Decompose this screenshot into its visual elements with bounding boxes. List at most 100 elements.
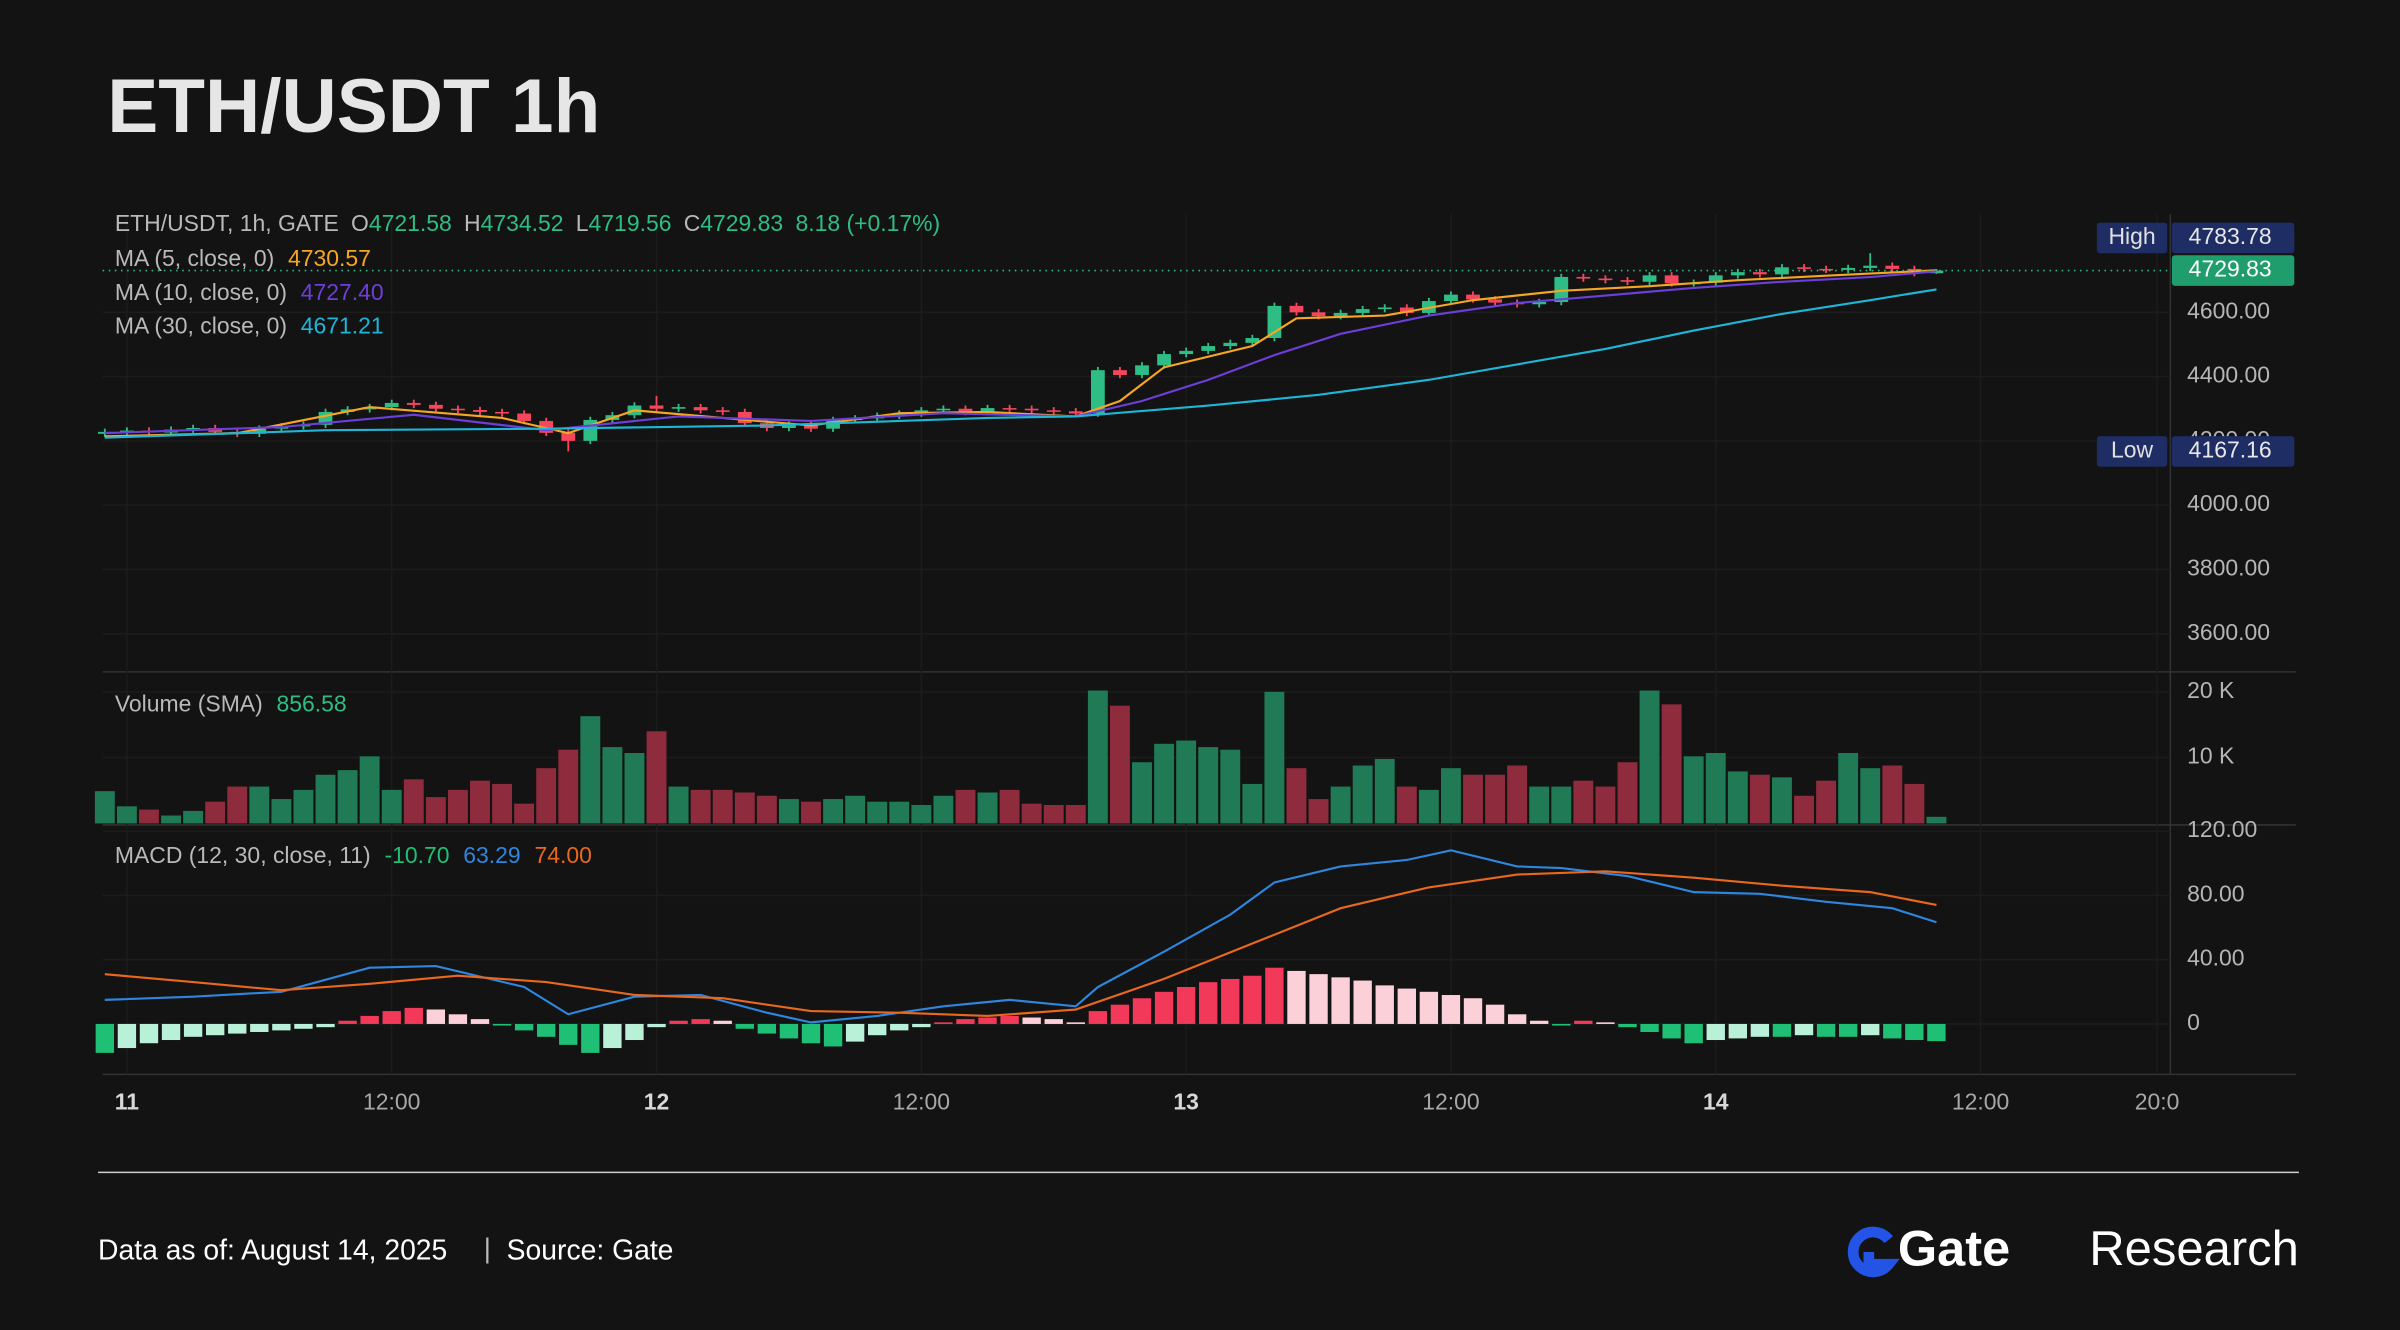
macd-bar [514, 1023, 534, 1031]
macd-bar [426, 1009, 446, 1024]
volume-bar [1617, 762, 1638, 824]
macd-bar [250, 1023, 269, 1032]
y-tick-label: 0 [2187, 1009, 2200, 1035]
legend-ma-value: 4671.21 [301, 313, 384, 339]
legend-ma-name: MA (5, close, 0) [115, 245, 274, 271]
ma-line [104, 269, 1937, 438]
legend-macd-value: 74.00 [534, 842, 591, 868]
candle-body [1068, 411, 1083, 414]
candle-body [186, 428, 200, 430]
macd-bar [338, 1020, 357, 1024]
legend-ohlc-letter: C [684, 210, 701, 236]
macd-bar [625, 1023, 644, 1041]
last-price-box [2171, 255, 2295, 286]
footer-separator: | [484, 1233, 491, 1264]
macd-bar [603, 1023, 622, 1049]
candle-body [1399, 307, 1414, 313]
volume-bar [1021, 803, 1042, 824]
volume-bar [1242, 783, 1263, 824]
volume-bar [1330, 786, 1351, 824]
x-tick-label: 20:0 [2135, 1089, 2180, 1115]
volume-bar [536, 768, 557, 824]
macd-bar [1066, 1022, 1085, 1024]
volume-bar [1132, 762, 1152, 824]
macd-bar [1552, 1023, 1571, 1026]
macd-bar [1485, 1004, 1505, 1024]
x-tick-label: 13 [1173, 1089, 1199, 1115]
macd-bar [1353, 980, 1372, 1024]
volume-bar [1087, 690, 1108, 824]
volume-bar [1772, 777, 1792, 824]
extreme-name: Low [2111, 436, 2154, 462]
macd-bar [1883, 1023, 1902, 1039]
candle-body [1289, 305, 1304, 313]
candle-body [1730, 272, 1745, 276]
candle-body [936, 408, 951, 411]
volume-bar [1926, 816, 1947, 824]
extreme-value-box [2171, 436, 2295, 467]
candle-body [1642, 275, 1657, 282]
volume-bar [646, 731, 667, 824]
legend-ohlc-letter: O [351, 210, 369, 236]
volume-bar [1485, 774, 1506, 824]
volume-bar [1109, 705, 1130, 824]
macd-bar [868, 1023, 887, 1036]
legend-macd-name: MACD (12, 30, close, 11) [115, 842, 371, 868]
macd-bar [912, 1023, 931, 1028]
candle-body [1024, 408, 1039, 411]
extreme-value-box [2171, 222, 2295, 254]
volume-bar [1529, 786, 1550, 824]
volume-bar [337, 770, 358, 824]
candle-body [1532, 302, 1547, 305]
volume-bar [381, 789, 402, 824]
macd-bar [294, 1023, 313, 1029]
candle-body [649, 405, 664, 409]
volume-bar [778, 799, 799, 824]
macd-bar [1905, 1023, 1924, 1041]
macd-bar [1375, 985, 1394, 1024]
legend-ohlc-value: 4721.58 [369, 210, 452, 236]
legend-ma-name: MA (30, close, 0) [115, 313, 287, 339]
volume-bar [624, 753, 645, 824]
volume-bar [977, 792, 998, 824]
candle-body [1488, 299, 1502, 303]
macd-bar [1331, 977, 1350, 1024]
candle-body [1245, 338, 1260, 343]
candle-body [1863, 265, 1878, 268]
volume-bar [580, 716, 601, 824]
macd-bar [95, 1023, 115, 1053]
volume-bar [271, 799, 292, 824]
volume-bar [1198, 747, 1219, 824]
candle-body [451, 408, 465, 411]
volume-bar [1043, 804, 1064, 824]
volume-bar [1352, 765, 1373, 824]
volume-bar [1838, 753, 1859, 824]
volume-bar [1904, 783, 1925, 824]
logo-word: Gate [1898, 1219, 2010, 1276]
macd-bar [890, 1023, 909, 1031]
extreme-name-box [2096, 222, 2168, 254]
volume-bar [514, 803, 535, 824]
extreme-name: High [2108, 223, 2155, 249]
candle-body [1113, 370, 1127, 375]
volume-bar [1727, 771, 1748, 824]
macd-bar [1132, 998, 1152, 1024]
macd-bar [470, 1019, 490, 1024]
macd-bar [1507, 1014, 1527, 1024]
macd-bar [1618, 1023, 1637, 1028]
macd-bar [1574, 1020, 1593, 1024]
macd-bar [647, 1023, 666, 1028]
candle-body [252, 428, 267, 434]
macd-bar [713, 1020, 732, 1024]
candle-body [1179, 350, 1194, 355]
candle-body [1797, 267, 1811, 269]
candle-body [980, 408, 995, 412]
volume-bar [315, 774, 336, 824]
volume-bar [425, 797, 446, 824]
volume-bar [1794, 795, 1814, 824]
volume-bar [447, 789, 468, 824]
candle-body [1708, 275, 1723, 283]
volume-bar [955, 789, 976, 824]
volume-bar [1440, 768, 1461, 824]
